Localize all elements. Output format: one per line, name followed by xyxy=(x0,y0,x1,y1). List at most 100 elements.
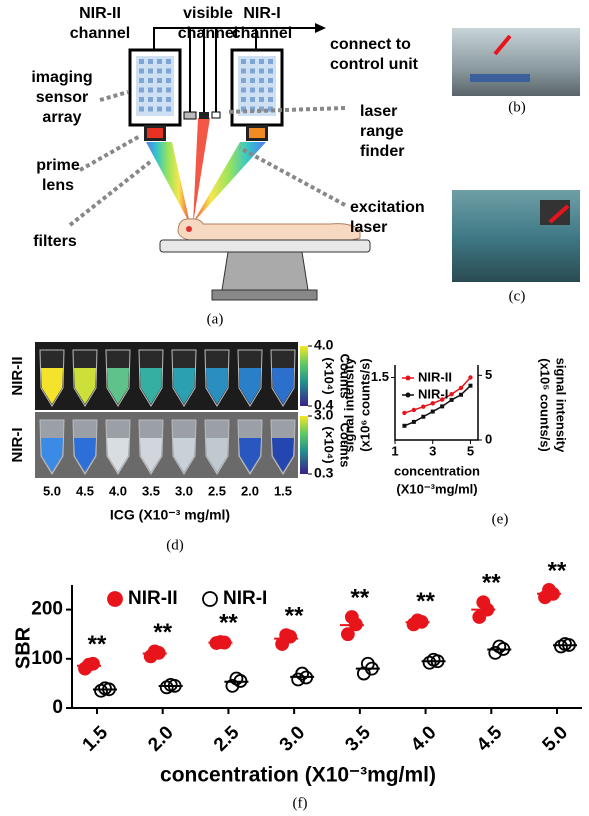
colorbar-tick-label: 0.3 xyxy=(314,465,334,481)
legend-marker xyxy=(108,592,122,606)
pixel xyxy=(139,107,144,112)
x-tick-label: 5.0 xyxy=(539,722,573,756)
x-tick-label: 5 xyxy=(467,443,474,458)
significance-label: ** xyxy=(416,588,435,615)
patient xyxy=(178,219,360,242)
arrow-head xyxy=(315,23,326,33)
x-tick-label: 4.5 xyxy=(473,722,507,756)
pixel xyxy=(250,69,255,74)
diagram-label: lens xyxy=(42,177,74,194)
colorbar-tick-label: 3.0 xyxy=(314,407,334,423)
pixel xyxy=(268,88,273,93)
significance-label: ** xyxy=(285,603,304,630)
y-tick-label: 200 xyxy=(31,599,63,620)
data-point xyxy=(412,614,424,626)
diagram-label: channel xyxy=(70,25,130,42)
panel-caption: (c) xyxy=(509,288,526,304)
pixel xyxy=(250,97,255,102)
diagram-label: NIR-I xyxy=(243,5,280,22)
legend-marker xyxy=(203,592,217,606)
pixel xyxy=(241,88,246,93)
y2-axis-label: signal intensity xyxy=(554,358,569,453)
diagram-label: array xyxy=(42,109,81,126)
pixel xyxy=(166,97,171,102)
diagram-label: channel xyxy=(232,25,292,42)
data-point xyxy=(149,645,161,657)
nir2-beam xyxy=(146,142,190,224)
data-point xyxy=(412,420,416,424)
pixel xyxy=(241,59,246,64)
data-point xyxy=(402,411,406,415)
colorbar xyxy=(300,416,308,474)
concentration-label: 2.0 xyxy=(241,483,259,498)
y2-axis-label: (x10⁵ counts/s) xyxy=(538,358,553,452)
diagram-label: range xyxy=(360,123,404,140)
range-finder xyxy=(199,112,209,119)
concentration-label: 3.0 xyxy=(175,483,193,498)
data-point xyxy=(449,392,453,396)
diagram-label: NIR-II xyxy=(79,5,121,22)
pixel xyxy=(166,107,171,112)
significance-label: ** xyxy=(88,631,107,658)
diagram-label: imaging xyxy=(31,69,92,86)
pixel xyxy=(259,69,264,74)
photo-c xyxy=(452,190,580,282)
pixel xyxy=(157,88,162,93)
pixel xyxy=(139,69,144,74)
data-point xyxy=(440,404,444,408)
photo-device xyxy=(540,200,570,225)
data-point xyxy=(468,375,472,379)
significance-label: ** xyxy=(351,584,370,611)
y-axis-label: signal intensity xyxy=(341,357,356,452)
diagram-label: finder xyxy=(360,143,404,160)
x-axis-label: ICG (X10⁻³ mg/ml) xyxy=(110,507,230,523)
data-point xyxy=(431,410,435,414)
row-label: NIR-II xyxy=(9,356,26,395)
pixel xyxy=(268,97,273,102)
pixel xyxy=(157,107,162,112)
concentration-label: 3.5 xyxy=(142,483,160,498)
photo-bed xyxy=(470,74,530,82)
diagram-label: filters xyxy=(33,233,77,250)
pixel xyxy=(250,59,255,64)
pixel xyxy=(148,59,153,64)
pixel xyxy=(139,78,144,83)
concentration-label: 2.5 xyxy=(208,483,226,498)
pixel xyxy=(148,78,153,83)
pixel xyxy=(166,88,171,93)
diagram-label: sensor xyxy=(36,89,88,106)
target xyxy=(186,226,192,232)
colorbar-title: (×10⁴) xyxy=(322,357,337,394)
pixel xyxy=(166,78,171,83)
data-point xyxy=(402,424,406,428)
pixel xyxy=(139,59,144,64)
data-point xyxy=(421,404,425,408)
pixel xyxy=(241,78,246,83)
x-tick-label: 1 xyxy=(391,443,398,458)
x-tick-label: 4.0 xyxy=(407,722,441,756)
pixel xyxy=(148,69,153,74)
x-axis-label: (X10⁻³mg/ml) xyxy=(396,481,477,496)
pixel xyxy=(148,107,153,112)
y2-tick-label: 0 xyxy=(485,431,492,446)
x-tick-label: 3 xyxy=(429,443,436,458)
data-point xyxy=(412,408,416,412)
data-point xyxy=(477,596,489,608)
pixel xyxy=(250,88,255,93)
data-point xyxy=(421,415,425,419)
x-axis-label: concentration xyxy=(394,463,480,478)
imaging-system-diagram xyxy=(70,23,370,300)
row-label: NIR-I xyxy=(9,428,26,463)
pixel xyxy=(157,97,162,102)
x-tick-label: 1.5 xyxy=(79,722,113,756)
pixel xyxy=(268,69,273,74)
pixel xyxy=(166,69,171,74)
page: NIR-IIchannelvisiblechannelNIR-Ichannelc… xyxy=(0,0,589,816)
visible-camera xyxy=(184,112,196,119)
x-tick-label: 3.5 xyxy=(341,722,375,756)
legend-marker xyxy=(406,393,411,398)
bed xyxy=(160,240,370,252)
diagram-label: visible xyxy=(183,5,233,22)
filter xyxy=(249,128,265,138)
pixel xyxy=(241,97,246,102)
